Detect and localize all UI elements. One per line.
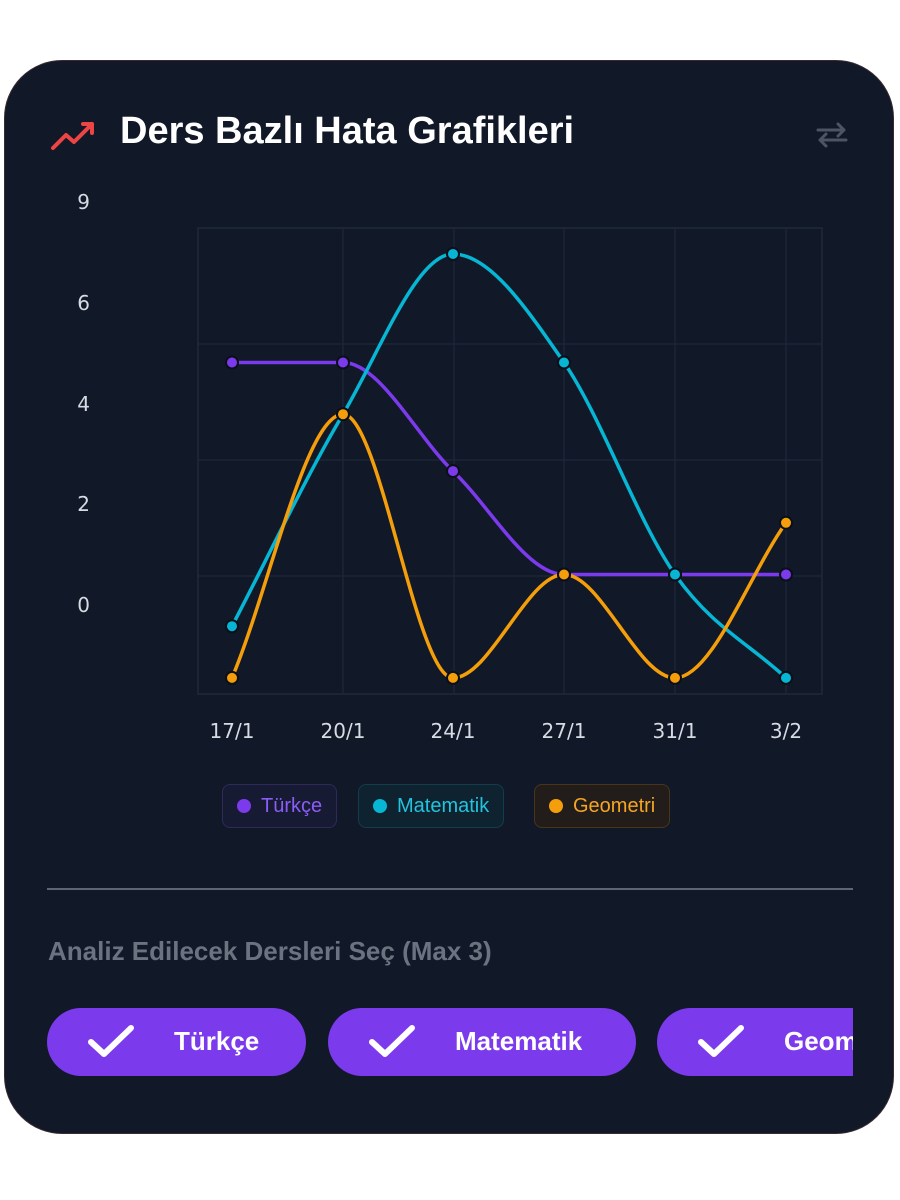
legend-item-geometri[interactable]: Geometri: [534, 784, 671, 828]
section-label: Analiz Edilecek Dersleri Seç (Max 3): [48, 936, 492, 966]
legend-item-turkce[interactable]: Türkçe: [222, 784, 338, 828]
data-point-1: [446, 246, 460, 261]
line-chart: 9 6 4 2 0 17/1 20/1 24/1 27/1 31/1 3/2: [77, 190, 823, 743]
chip-label: Matematik: [455, 1026, 583, 1056]
x-axis-ticks: 17/1 20/1 24/1 27/1 31/1 3/2: [210, 719, 803, 743]
legend-label: Matematik: [397, 794, 490, 817]
y-tick-label: 0: [77, 593, 90, 617]
trending-up-icon: [51, 122, 94, 150]
page-title: Ders Bazlı Hata Grafikleri: [120, 110, 575, 152]
chip-matematik[interactable]: Matematik: [328, 1008, 636, 1076]
chart-card: [4, 60, 894, 1134]
x-tick-label: 31/1: [653, 719, 698, 743]
data-point-1: [225, 619, 239, 634]
x-tick-label: 27/1: [542, 719, 587, 743]
series-lines: [230, 252, 788, 680]
data-point-2: [336, 407, 350, 422]
checkmark-icon: [88, 1025, 134, 1057]
divider: [47, 888, 853, 890]
chip-turkce[interactable]: Türkçe: [47, 1008, 306, 1076]
plot-frame: [197, 227, 823, 695]
y-axis-ticks: 9 6 4 2 0: [77, 190, 90, 617]
x-tick-label: 17/1: [210, 719, 255, 743]
legend-item-matematik[interactable]: Matematik: [358, 784, 505, 828]
legend-dot: [373, 799, 387, 813]
y-tick-label: 2: [77, 492, 90, 516]
data-point-2: [557, 567, 571, 582]
data-point-0: [779, 567, 793, 582]
chip-label: Geometri: [784, 1026, 853, 1056]
legend-dot: [237, 799, 251, 813]
x-tick-label: 3/2: [770, 719, 802, 743]
swap-arrows-icon[interactable]: [814, 120, 850, 150]
data-point-2: [225, 670, 239, 685]
chart-grid: [197, 227, 823, 695]
data-point-0: [336, 355, 350, 370]
x-tick-label: 20/1: [321, 719, 366, 743]
chip-geometri[interactable]: Geometri: [657, 1008, 853, 1076]
subject-chips: Türkçe Matematik Geometri: [47, 1008, 853, 1076]
chip-label: Türkçe: [174, 1026, 260, 1056]
series-line-0: [230, 360, 788, 577]
data-point-1: [668, 567, 682, 582]
data-point-0: [446, 464, 460, 479]
series-line-1: [230, 252, 788, 680]
checkmark-icon: [369, 1025, 415, 1057]
series-points: [225, 246, 793, 685]
data-point-2: [446, 670, 460, 685]
legend-label: Türkçe: [261, 794, 323, 817]
y-tick-label: 4: [77, 392, 90, 416]
data-point-2: [779, 515, 793, 530]
series-line-2: [230, 412, 788, 680]
data-point-1: [779, 670, 793, 685]
x-tick-label: 24/1: [431, 719, 476, 743]
data-point-1: [557, 355, 571, 370]
data-point-0: [225, 355, 239, 370]
y-tick-label: 9: [77, 190, 90, 214]
data-point-2: [668, 670, 682, 685]
y-tick-label: 6: [77, 291, 90, 315]
legend-dot: [549, 799, 563, 813]
legend-label: Geometri: [573, 794, 656, 817]
checkmark-icon: [698, 1025, 744, 1057]
